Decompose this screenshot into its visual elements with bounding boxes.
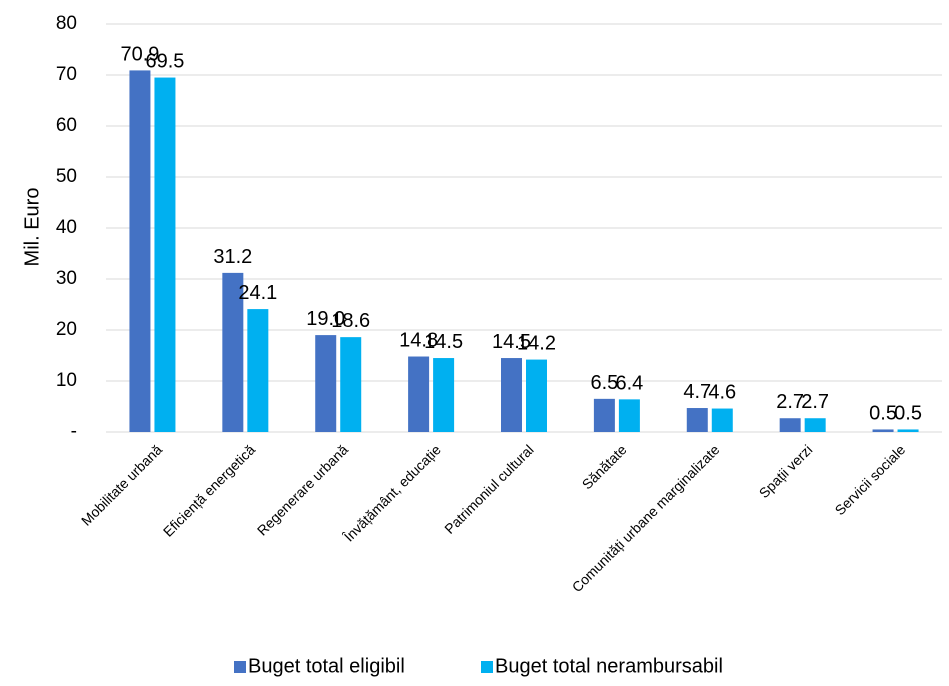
gridlines xyxy=(106,23,942,382)
category-label: Comunități urbane marginalizate xyxy=(569,441,723,595)
data-label: 2.7 xyxy=(801,391,829,413)
data-label: 4.6 xyxy=(708,382,736,404)
bar-eligibil xyxy=(408,356,430,432)
bar-nerambursabil xyxy=(711,408,733,432)
legend-swatch xyxy=(234,661,246,673)
data-label: 6.4 xyxy=(615,372,643,394)
legend-label: Buget total nerambursabil xyxy=(495,655,723,677)
category-label: Eficiență energetică xyxy=(160,441,258,539)
category-label: Patrimoniul cultural xyxy=(441,441,537,537)
y-axis-label: Mil. Euro xyxy=(21,188,43,267)
y-axis-ticks: - 10 20 30 40 50 60 70 80 xyxy=(56,13,77,442)
data-label: 14.5 xyxy=(492,331,531,353)
bar-nerambursabil xyxy=(526,359,547,432)
data-label: 0.5 xyxy=(894,402,922,424)
category-label: Spații verzi xyxy=(756,441,816,501)
y-tick-label: 20 xyxy=(56,319,77,340)
category-label: Servicii sociale xyxy=(832,441,909,518)
bar-eligibil xyxy=(315,335,337,432)
data-label: 6.5 xyxy=(590,372,618,394)
data-label: 69.5 xyxy=(145,51,184,73)
y-tick-label: 70 xyxy=(56,64,77,85)
data-label: 31.2 xyxy=(213,246,252,268)
category-label: Mobilitate urbană xyxy=(78,441,165,528)
data-label: 18.6 xyxy=(331,310,370,332)
legend: Buget total eligibil Buget total nerambur… xyxy=(234,655,723,677)
category-label: Sănătate xyxy=(579,441,630,492)
bars xyxy=(129,70,919,433)
data-label: 14.8 xyxy=(399,330,438,352)
bar-eligibil xyxy=(779,418,801,432)
data-label: 24.1 xyxy=(238,282,277,304)
y-tick-label: 80 xyxy=(56,13,77,34)
legend-label: Buget total eligibil xyxy=(248,655,405,677)
bar-nerambursabil xyxy=(247,309,269,432)
category-label: Învățământ, educație xyxy=(340,441,444,545)
data-label: 0.5 xyxy=(869,402,897,424)
data-label: 14.5 xyxy=(424,331,463,353)
legend-swatch xyxy=(481,661,493,673)
y-tick-label: 30 xyxy=(56,268,77,289)
data-label: 70.9 xyxy=(120,43,159,65)
data-label: 4.7 xyxy=(683,381,711,403)
bar-eligibil xyxy=(129,70,151,432)
bar-eligibil xyxy=(686,408,708,432)
data-label: 19.0 xyxy=(306,308,345,330)
category-label: Regenerare urbană xyxy=(254,441,351,538)
bar-nerambursabil xyxy=(433,358,455,432)
y-tick-label: 10 xyxy=(56,370,77,391)
bar-nerambursabil xyxy=(804,418,826,432)
bar-nerambursabil xyxy=(340,337,362,432)
bar-eligibil xyxy=(501,358,522,432)
data-label: 2.7 xyxy=(776,391,804,413)
bar-nerambursabil xyxy=(897,429,919,432)
y-tick-label: - xyxy=(71,421,77,442)
bar-eligibil xyxy=(593,398,615,432)
data-labels: 70.969.531.224.119.018.614.814.5 14.514.2… xyxy=(120,43,921,424)
bar-eligibil xyxy=(222,272,244,432)
y-tick-label: 40 xyxy=(56,217,77,238)
bar-eligibil xyxy=(872,429,894,432)
y-tick-label: 50 xyxy=(56,166,77,187)
y-tick-label: 60 xyxy=(56,115,77,136)
bar-nerambursabil xyxy=(618,399,640,432)
bar-nerambursabil xyxy=(154,77,176,433)
data-label: 14.2 xyxy=(517,333,556,355)
